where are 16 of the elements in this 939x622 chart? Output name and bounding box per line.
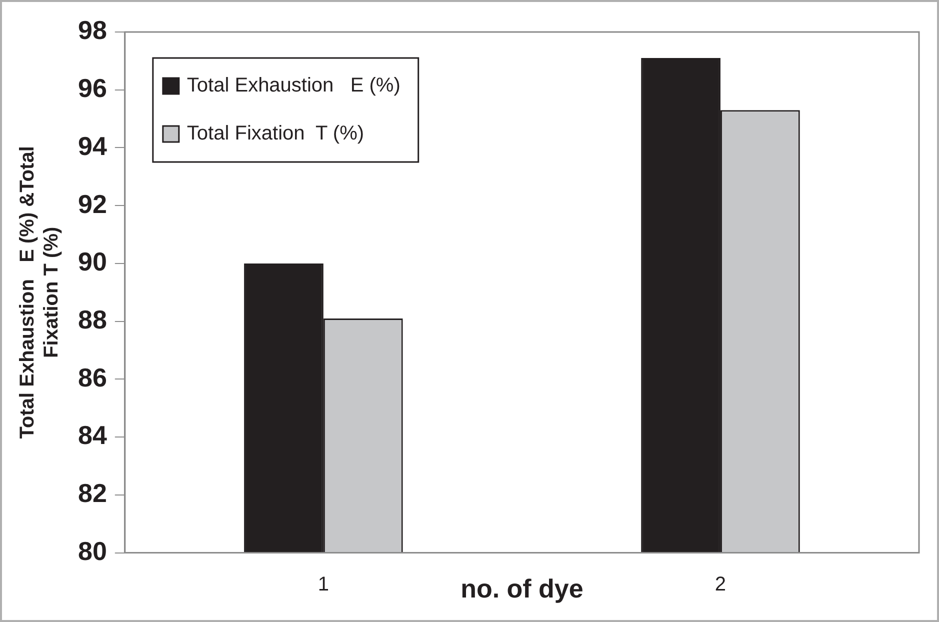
- x-tick-label: 1: [318, 573, 329, 596]
- y-tick-label: 80: [78, 536, 107, 566]
- x-tick-label: 2: [714, 573, 726, 596]
- y-axis-title: Total Exhaustion E (%) &Total Fixation T (%): [16, 146, 63, 439]
- y-tick-label: 86: [78, 362, 107, 392]
- y-tick-label: 94: [78, 130, 108, 161]
- y-tick-label: 92: [78, 188, 107, 219]
- y-tick-label: 84: [78, 420, 108, 450]
- y-tick-label: 82: [78, 478, 107, 508]
- legend-label: Total Exhaustion E (%): [186, 74, 400, 97]
- y-tick-label: 96: [78, 73, 107, 104]
- y-tick-label: 88: [78, 304, 107, 335]
- y-tick-label: 98: [78, 15, 107, 46]
- legend-label: Total Fixation T (%): [186, 122, 364, 145]
- y-tick-label: 90: [78, 246, 107, 277]
- x-axis-title: no. of dye: [460, 574, 584, 604]
